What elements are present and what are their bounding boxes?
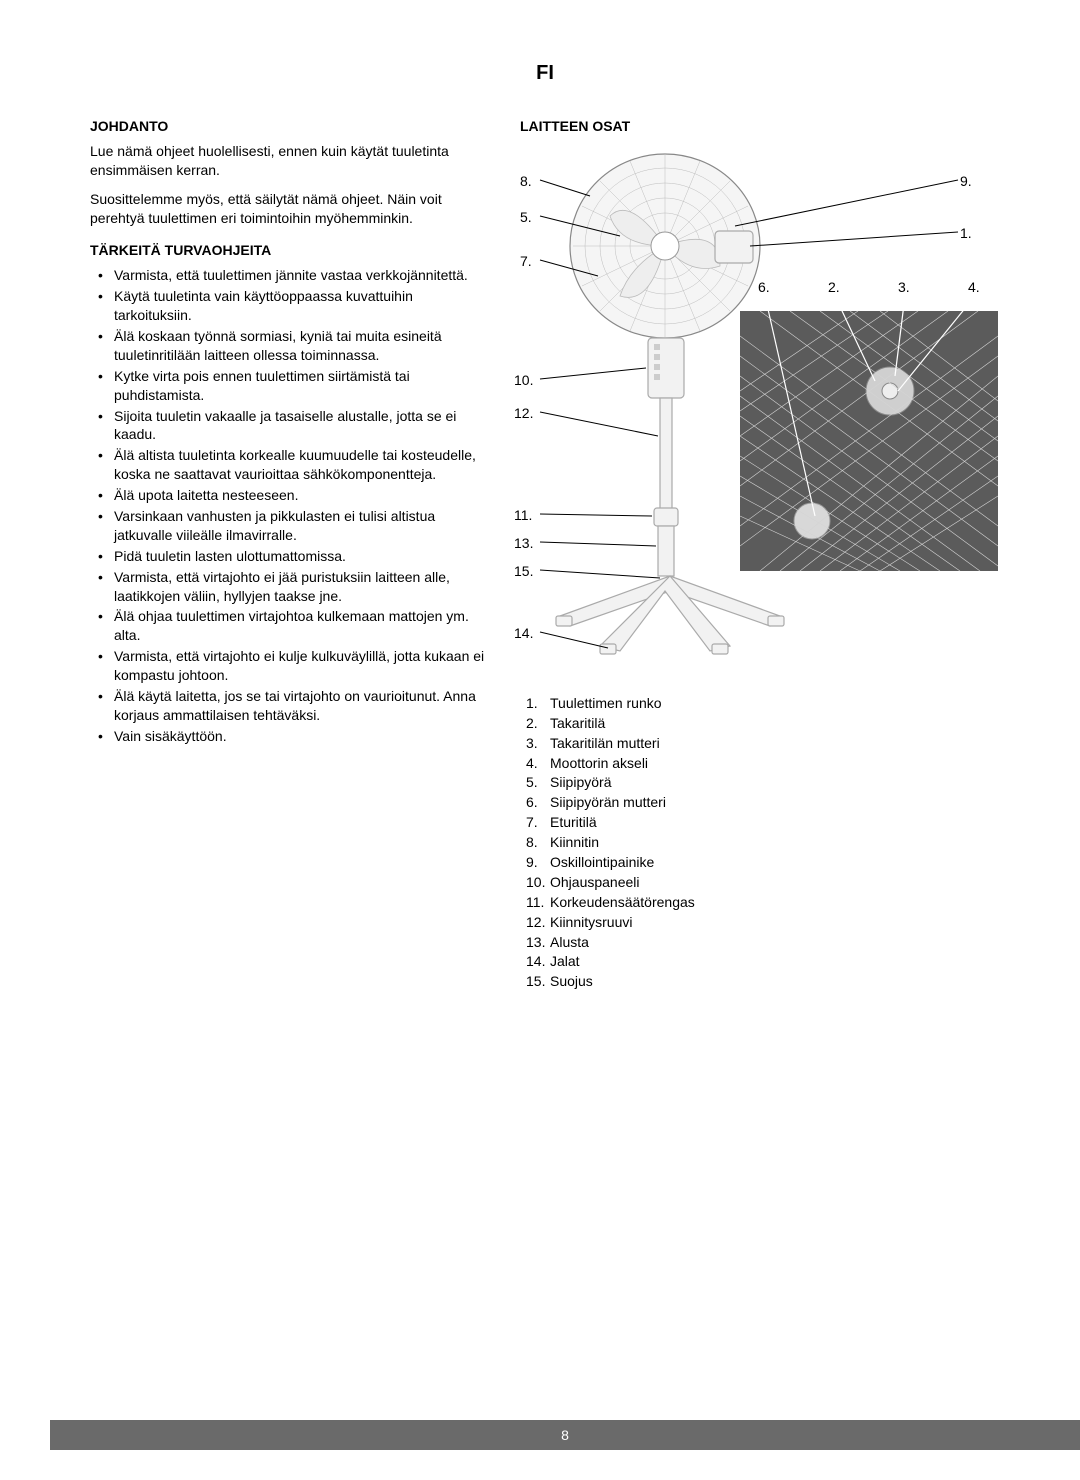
- safety-item: Varsinkaan vanhusten ja pikkulasten ei t…: [90, 507, 490, 545]
- parts-list-number: 6.: [526, 793, 550, 812]
- diagram-callout: 7.: [520, 252, 532, 271]
- diagram-callout: 15.: [514, 562, 533, 581]
- language-code: FI: [90, 60, 1000, 87]
- parts-list-item: 9.Oskillointipainike: [526, 853, 1000, 872]
- diagram-callout: 1.: [960, 224, 972, 243]
- diagram-callout: 14.: [514, 624, 533, 643]
- safety-item: Älä käytä laitetta, jos se tai virtajoht…: [90, 687, 490, 725]
- intro-heading: JOHDANTO: [90, 117, 490, 136]
- safety-item: Älä koskaan työnnä sormiasi, kyniä tai m…: [90, 327, 490, 365]
- intro-paragraph-1: Lue nämä ohjeet huolellisesti, ennen kui…: [90, 142, 490, 180]
- parts-list-label: Jalat: [550, 952, 580, 971]
- parts-list-number: 5.: [526, 773, 550, 792]
- left-column: JOHDANTO Lue nämä ohjeet huolellisesti, …: [90, 117, 490, 992]
- parts-list-label: Siipipyörä: [550, 773, 611, 792]
- parts-list-label: Eturitilä: [550, 813, 597, 832]
- parts-list-number: 1.: [526, 694, 550, 713]
- diagram-callout: 6.: [758, 278, 770, 297]
- parts-list-item: 2.Takaritilä: [526, 714, 1000, 733]
- parts-list-item: 15.Suojus: [526, 972, 1000, 991]
- intro-paragraph-2: Suosittelemme myös, että säilytät nämä o…: [90, 190, 490, 228]
- diagram-callout: 12.: [514, 404, 533, 423]
- diagram-callout: 8.: [520, 172, 532, 191]
- parts-list-item: 5.Siipipyörä: [526, 773, 1000, 792]
- diagram-callout: 2.: [828, 278, 840, 297]
- diagram-callout: 11.: [514, 506, 532, 525]
- safety-item: Sijoita tuuletin vakaalle ja tasaiselle …: [90, 407, 490, 445]
- diagram-callout: 10.: [514, 371, 533, 390]
- parts-list-number: 2.: [526, 714, 550, 733]
- right-column: LAITTEEN OSAT: [520, 117, 1000, 992]
- safety-item: Varmista, että virtajohto ei jää puristu…: [90, 568, 490, 606]
- parts-list-item: 8.Kiinnitin: [526, 833, 1000, 852]
- safety-item: Kytke virta pois ennen tuulettimen siirt…: [90, 367, 490, 405]
- fan-illustration: [520, 146, 1000, 676]
- parts-list-item: 7.Eturitilä: [526, 813, 1000, 832]
- parts-list-number: 13.: [526, 933, 550, 952]
- parts-list-item: 4.Moottorin akseli: [526, 754, 1000, 773]
- two-column-layout: JOHDANTO Lue nämä ohjeet huolellisesti, …: [90, 117, 1000, 992]
- diagram-callout: 13.: [514, 534, 533, 553]
- parts-list-label: Suojus: [550, 972, 593, 991]
- parts-list-label: Siipipyörän mutteri: [550, 793, 666, 812]
- parts-list-label: Ohjauspaneeli: [550, 873, 640, 892]
- parts-list-number: 7.: [526, 813, 550, 832]
- safety-item: Vain sisäkäyttöön.: [90, 727, 490, 746]
- parts-list-item: 11.Korkeudensäätörengas: [526, 893, 1000, 912]
- parts-list-label: Alusta: [550, 933, 589, 952]
- manual-page: FI JOHDANTO Lue nämä ohjeet huolellisest…: [0, 0, 1080, 1480]
- safety-list: Varmista, että tuulettimen jännite vasta…: [90, 266, 490, 745]
- page-footer-bar: 8: [50, 1420, 1080, 1450]
- safety-item: Älä ohjaa tuulettimen virtajohtoa kulkem…: [90, 607, 490, 645]
- parts-list-label: Korkeudensäätörengas: [550, 893, 695, 912]
- safety-item: Varmista, että virtajohto ei kulje kulku…: [90, 647, 490, 685]
- parts-list-item: 1.Tuulettimen runko: [526, 694, 1000, 713]
- parts-list-label: Kiinnitin: [550, 833, 599, 852]
- parts-diagram: 8.5.7.10.12.11.13.15.14.9.1.6.2.3.4.: [520, 146, 1000, 676]
- parts-list-item: 14.Jalat: [526, 952, 1000, 971]
- diagram-callout: 5.: [520, 208, 532, 227]
- safety-item: Varmista, että tuulettimen jännite vasta…: [90, 266, 490, 285]
- parts-list-number: 3.: [526, 734, 550, 753]
- safety-item: Älä altista tuuletinta korkealle kuumuud…: [90, 446, 490, 484]
- parts-list-number: 11.: [526, 893, 550, 912]
- parts-list-label: Takaritilä: [550, 714, 605, 733]
- parts-list-number: 8.: [526, 833, 550, 852]
- parts-list-item: 13.Alusta: [526, 933, 1000, 952]
- parts-heading: LAITTEEN OSAT: [520, 117, 1000, 136]
- parts-list-number: 15.: [526, 972, 550, 991]
- parts-list-label: Kiinnitysruuvi: [550, 913, 632, 932]
- diagram-callout: 9.: [960, 172, 972, 191]
- parts-list: 1.Tuulettimen runko2.Takaritilä3.Takarit…: [520, 694, 1000, 991]
- diagram-callout: 3.: [898, 278, 910, 297]
- safety-heading: TÄRKEITÄ TURVAOHJEITA: [90, 241, 490, 260]
- parts-list-item: 10.Ohjauspaneeli: [526, 873, 1000, 892]
- parts-list-label: Takaritilän mutteri: [550, 734, 660, 753]
- diagram-callout: 4.: [968, 278, 980, 297]
- parts-list-number: 9.: [526, 853, 550, 872]
- parts-list-item: 12.Kiinnitysruuvi: [526, 913, 1000, 932]
- parts-list-label: Oskillointipainike: [550, 853, 654, 872]
- safety-item: Älä upota laitetta nesteeseen.: [90, 486, 490, 505]
- parts-list-label: Tuulettimen runko: [550, 694, 662, 713]
- page-number: 8: [561, 1427, 569, 1443]
- parts-list-number: 12.: [526, 913, 550, 932]
- safety-item: Pidä tuuletin lasten ulottumattomissa.: [90, 547, 490, 566]
- parts-list-number: 14.: [526, 952, 550, 971]
- parts-list-item: 6.Siipipyörän mutteri: [526, 793, 1000, 812]
- parts-list-item: 3.Takaritilän mutteri: [526, 734, 1000, 753]
- safety-item: Käytä tuuletinta vain käyttöoppaassa kuv…: [90, 287, 490, 325]
- parts-list-number: 10.: [526, 873, 550, 892]
- parts-list-label: Moottorin akseli: [550, 754, 648, 773]
- parts-list-number: 4.: [526, 754, 550, 773]
